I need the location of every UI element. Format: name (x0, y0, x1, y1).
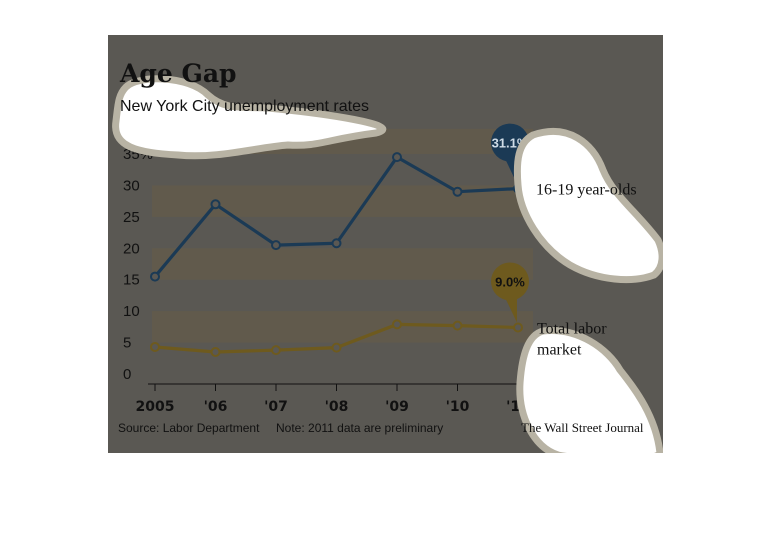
wsj-brand: The Wall Street Journal (521, 420, 644, 435)
y-tick-label: 5 (123, 335, 131, 352)
data-point (271, 345, 281, 356)
series-lines (150, 152, 523, 357)
callout-bubble: 9.0% (491, 262, 529, 323)
data-point (210, 199, 221, 210)
callout-pointer (505, 295, 517, 323)
x-tick-label: '08 (325, 399, 349, 415)
chart-subtitle: New York City unemployment rates (120, 98, 369, 115)
data-point (210, 347, 221, 357)
x-tick-label: '06 (204, 399, 228, 415)
x-tick-label: '10 (446, 399, 470, 415)
data-point (331, 238, 342, 249)
callout-value: 9.0% (495, 274, 525, 289)
x-axis-ticks: 2005'06'07'08'09'10'11 (136, 384, 530, 415)
data-point (271, 240, 281, 251)
grid-band (152, 248, 533, 280)
white-blob-right-bottom (516, 327, 663, 453)
x-tick-label: 2005 (136, 399, 175, 415)
data-point (392, 152, 402, 163)
data-point (452, 320, 463, 331)
y-tick-label: 25 (123, 209, 140, 226)
data-point (392, 319, 402, 330)
callout-circle (491, 262, 529, 301)
y-tick-label: 20 (123, 240, 140, 257)
white-blob-title (112, 75, 387, 160)
chart-title: Age Gap (119, 59, 237, 88)
series-label-teens: 16-19 year-olds (536, 182, 637, 199)
y-tick-label: 10 (123, 303, 140, 320)
y-tick-label: 15 (123, 272, 140, 289)
x-tick-label: '07 (264, 399, 288, 415)
x-tick-label: '09 (385, 399, 409, 415)
data-point (452, 186, 463, 197)
series-label-total: Total labor market (537, 320, 607, 358)
white-blob-right-top (513, 127, 663, 284)
y-tick-label: 0 (123, 366, 131, 383)
y-tick-label: 30 (123, 177, 140, 194)
preliminary-note: Note: 2011 data are preliminary (276, 421, 443, 435)
data-point (513, 322, 523, 333)
data-point (150, 271, 160, 282)
data-point (331, 342, 342, 353)
series-labels: 16-19 year-olds Total labor market (536, 182, 637, 359)
source-note: Source: Labor Department (118, 421, 260, 435)
data-point (150, 341, 160, 352)
